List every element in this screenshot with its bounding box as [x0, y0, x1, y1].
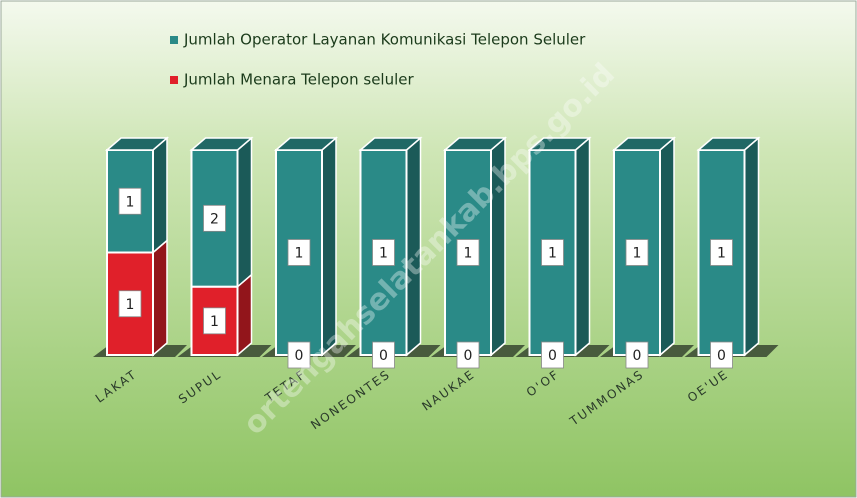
data-label-box [203, 307, 226, 335]
bar-top [273, 137, 339, 151]
legend-swatch [170, 36, 178, 44]
data-label: 1 [126, 297, 135, 313]
data-label: 1 [295, 246, 304, 262]
bar-side [236, 273, 253, 357]
data-label: 1 [464, 246, 473, 262]
bar-side [152, 136, 168, 255]
data-label-box [203, 204, 226, 232]
data-label-box [372, 239, 395, 266]
bar-top [611, 137, 677, 151]
bar-top [104, 137, 170, 151]
data-label: 0 [548, 348, 557, 364]
data-label-box [541, 341, 564, 369]
data-label: 1 [210, 314, 219, 330]
data-label: 0 [379, 348, 388, 364]
data-label-box [372, 341, 395, 369]
bar-side [152, 238, 168, 357]
bar-top [696, 137, 761, 151]
bar-side [659, 136, 675, 357]
data-label-box [118, 290, 142, 318]
data-label-box [287, 239, 311, 266]
plot-area: Jumlah Operator Layanan Komunikasi Telep… [93, 31, 779, 432]
data-label: 1 [633, 246, 642, 262]
data-label: 0 [633, 348, 642, 364]
data-label-box [456, 239, 480, 266]
data-label-box [456, 341, 480, 369]
data-label-box [625, 341, 649, 369]
legend-label: Jumlah Menara Telepon seluler [183, 71, 414, 89]
bar-side [574, 136, 591, 357]
data-label-box [541, 239, 564, 266]
bar-top [442, 137, 508, 151]
legend-swatch [170, 76, 178, 84]
bar-side [236, 136, 253, 289]
legend-label: Jumlah Operator Layanan Komunikasi Telep… [183, 31, 586, 49]
data-label: 1 [717, 246, 726, 262]
data-label-box [287, 341, 311, 369]
data-label-box [710, 239, 733, 266]
bar-side [743, 136, 760, 357]
data-label: 1 [548, 246, 557, 262]
data-label: 0 [717, 348, 726, 364]
data-label-box [625, 239, 649, 266]
data-label: 1 [126, 194, 135, 210]
bar-segment [697, 149, 746, 356]
data-label-box [118, 187, 142, 215]
data-label: 0 [464, 348, 473, 364]
data-label-box [710, 341, 733, 369]
data-label: 1 [379, 246, 388, 262]
bar-top [189, 137, 254, 151]
data-label: 2 [210, 211, 219, 227]
bar-top [527, 137, 592, 151]
data-label: 0 [295, 348, 304, 364]
bar-top [358, 137, 423, 151]
